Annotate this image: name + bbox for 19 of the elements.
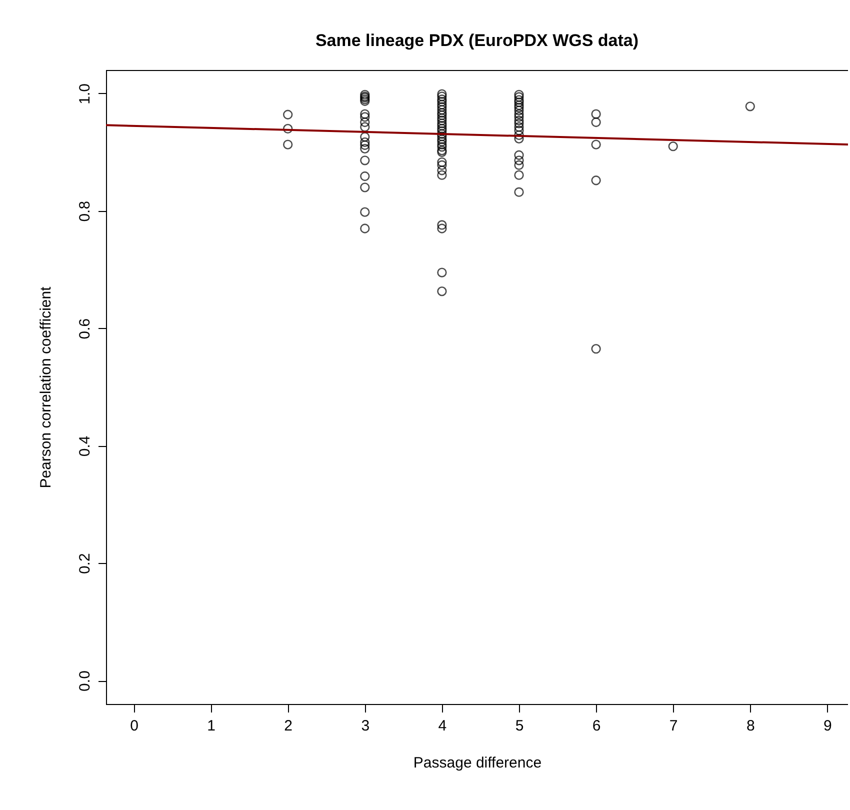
x-tick-label: 5 bbox=[515, 718, 524, 734]
x-tick-label: 8 bbox=[746, 718, 755, 734]
x-tick-label: 2 bbox=[284, 718, 293, 734]
x-tick-label: 1 bbox=[207, 718, 216, 734]
y-tick-label: 1.0 bbox=[76, 84, 94, 104]
x-tick-label: 4 bbox=[438, 718, 447, 734]
y-tick-label: 0.6 bbox=[76, 318, 94, 340]
x-tick-label: 3 bbox=[361, 718, 370, 734]
y-axis-title: Pearson correlation coefficient bbox=[38, 286, 54, 488]
x-tick-label: 6 bbox=[592, 718, 601, 734]
x-tick-label: 0 bbox=[130, 718, 138, 734]
y-tick-label: 0.0 bbox=[76, 670, 94, 692]
y-tick-label: 0.8 bbox=[76, 200, 94, 222]
y-tick-label: 0.4 bbox=[76, 436, 94, 457]
x-tick-label: 9 bbox=[824, 718, 832, 734]
chart-title: Same lineage PDX (EuroPDX WGS data) bbox=[315, 31, 639, 50]
x-tick-label: 7 bbox=[669, 718, 678, 734]
x-axis-title: Passage difference bbox=[413, 754, 542, 772]
y-tick-label: 0.2 bbox=[76, 553, 94, 574]
